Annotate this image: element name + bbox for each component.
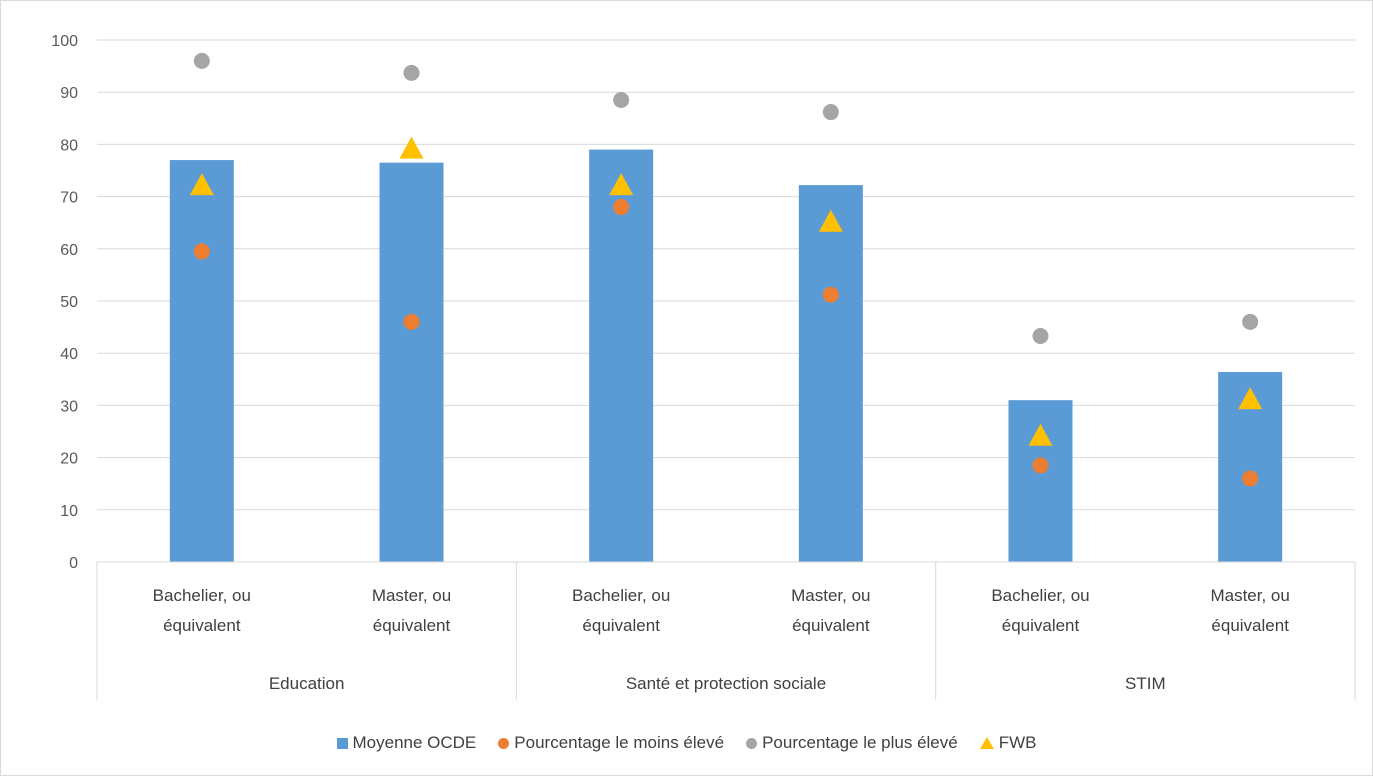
- marker-circle: [613, 92, 630, 109]
- gridlines: [97, 39, 1355, 511]
- marker-circle: [1242, 313, 1259, 330]
- legend-label: Pourcentage le plus élevé: [762, 733, 958, 752]
- bar: [379, 162, 444, 563]
- marker-circle: [1032, 457, 1049, 474]
- marker-circle: [403, 313, 420, 330]
- legend-triangle-icon: [979, 737, 994, 749]
- legend-item: Pourcentage le moins élevé: [498, 733, 724, 753]
- x-category-label: Master, ou équivalent: [791, 586, 870, 635]
- marker-triangle: [609, 173, 634, 196]
- legend-label: Pourcentage le moins élevé: [514, 733, 725, 752]
- x-axis-category-labels: Bachelier, ou équivalent Master, ou équival…: [153, 586, 1290, 693]
- y-tick-label: 80: [60, 137, 78, 154]
- bar: [169, 160, 234, 562]
- y-tick-label: 10: [60, 503, 78, 520]
- legend-circle-icon: [746, 737, 758, 749]
- marker-circle: [822, 104, 839, 121]
- marker-circle: [1242, 470, 1259, 487]
- y-tick-label: 100: [51, 33, 78, 50]
- legend-item: Moyenne OCDE: [336, 733, 477, 753]
- legend: Moyenne OCDE Pourcentage le moins élevé Po…: [0, 728, 1373, 758]
- marker-circle: [193, 243, 210, 260]
- marker-triangle: [818, 209, 843, 232]
- marker-circle: [1032, 327, 1049, 344]
- y-tick-label: 50: [60, 294, 78, 311]
- x-group-label: Education: [269, 674, 345, 693]
- x-group-label: STIM: [1125, 674, 1166, 693]
- x-category-label: Bachelier, ou équivalent: [991, 586, 1089, 635]
- y-tick-label: 40: [60, 346, 78, 363]
- legend-item: Pourcentage le plus élevé: [746, 733, 958, 753]
- legend-label: FWB: [998, 733, 1037, 752]
- legend-label: Moyenne OCDE: [352, 733, 477, 752]
- chart-plot: 0 10 20 30 40 50 60 70 80 90 100 Bachelier, ou équi…: [51, 33, 1356, 700]
- x-category-label: Master, ou équivalent: [1210, 586, 1289, 635]
- x-category-label: Master, ou équivalent: [372, 586, 451, 635]
- legend-item: FWB: [979, 733, 1037, 753]
- bar-series: [169, 149, 1283, 563]
- marker-circle: [403, 64, 420, 81]
- marker-triangle: [189, 173, 214, 196]
- marker-triangle: [399, 136, 424, 159]
- marker-circle: [193, 52, 210, 69]
- x-group-label: Santé et protection sociale: [626, 674, 826, 693]
- marker-triangle: [1238, 387, 1263, 410]
- marker-circle: [613, 199, 630, 216]
- bar: [589, 149, 654, 562]
- marker-triangle: [1028, 423, 1053, 446]
- y-tick-label: 60: [60, 242, 78, 259]
- y-tick-label: 0: [69, 555, 78, 572]
- x-category-label: Bachelier, ou équivalent: [572, 586, 670, 635]
- marker-circle: [822, 286, 839, 303]
- legend-circle-icon: [498, 737, 510, 749]
- y-tick-label: 90: [60, 85, 78, 102]
- marker-series: [189, 52, 1263, 487]
- x-category-label: Bachelier, ou équivalent: [153, 586, 251, 635]
- y-axis-tick-labels: 0 10 20 30 40 50 60 70 80 90 100: [51, 33, 78, 572]
- y-tick-label: 70: [60, 190, 78, 207]
- y-tick-label: 20: [60, 451, 78, 468]
- legend-square-icon: [336, 737, 348, 749]
- x-axis: [96, 561, 1356, 700]
- y-tick-label: 30: [60, 398, 78, 415]
- bar: [798, 185, 863, 562]
